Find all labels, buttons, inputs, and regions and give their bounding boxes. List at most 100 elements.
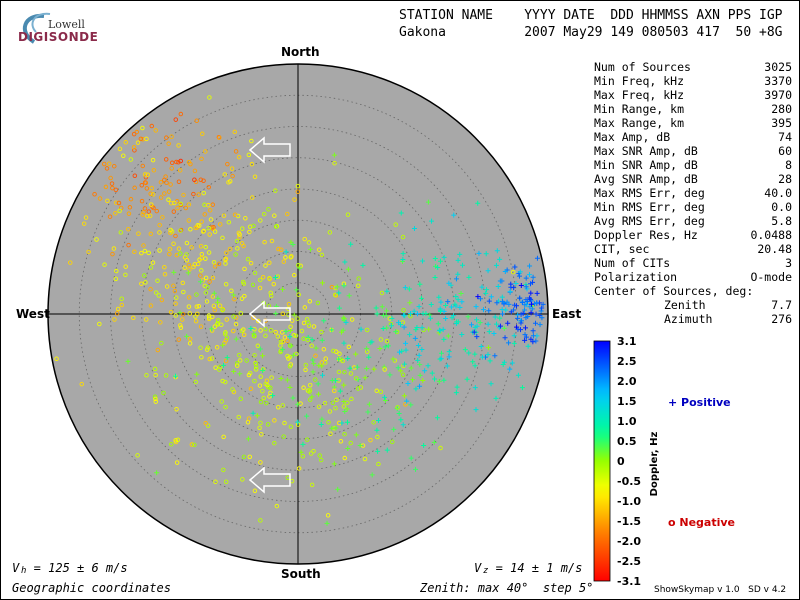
doppler-negative-marker (307, 299, 313, 304)
doppler-positive-marker (486, 329, 492, 335)
doppler-positive-marker (319, 416, 325, 422)
doppler-positive-marker (385, 343, 391, 349)
doppler-negative-marker (246, 372, 252, 378)
doppler-positive-marker (520, 299, 526, 305)
doppler-negative-marker (300, 454, 306, 459)
doppler-negative-marker (164, 284, 170, 289)
stat-value: 0.0488 (750, 228, 792, 242)
doppler-positive-marker (491, 331, 497, 337)
doppler-negative-marker (268, 390, 273, 396)
doppler-positive-marker (334, 284, 340, 290)
doppler-negative-marker (375, 434, 380, 440)
doppler-negative-marker (288, 424, 294, 429)
doppler-negative-marker (291, 272, 297, 278)
colorbar-tick-label: 0.5 (617, 435, 637, 448)
doppler-positive-marker (472, 363, 478, 369)
doppler-negative-marker (203, 420, 208, 426)
doppler-negative-marker (285, 353, 290, 359)
doppler-positive-marker (512, 302, 518, 308)
doppler-negative-marker (117, 146, 123, 152)
doppler-negative-marker (261, 211, 267, 217)
doppler-negative-marker (311, 324, 317, 329)
doppler-positive-marker (402, 313, 408, 319)
doppler-negative-marker (208, 217, 214, 222)
doppler-negative-marker (326, 419, 331, 425)
doppler-negative-marker (230, 387, 235, 392)
doppler-negative-marker (149, 185, 154, 191)
doppler-negative-marker (86, 249, 91, 255)
doppler-positive-marker (341, 340, 347, 346)
doppler-negative-marker (258, 328, 263, 333)
doppler-negative-marker (275, 274, 281, 279)
doppler-negative-marker (322, 400, 328, 406)
doppler-positive-marker (429, 370, 435, 376)
doppler-positive-marker (401, 312, 407, 318)
doppler-negative-marker (252, 174, 258, 179)
doppler-negative-marker (112, 317, 117, 322)
doppler-positive-marker (493, 262, 499, 268)
stat-label: Num of Sources (594, 60, 691, 74)
doppler-negative-marker (184, 240, 190, 246)
doppler-positive-marker (173, 373, 179, 379)
doppler-positive-marker (407, 311, 413, 317)
doppler-positive-marker (494, 300, 500, 306)
doppler-positive-marker (414, 311, 420, 317)
doppler-negative-marker (157, 248, 162, 253)
doppler-negative-marker (193, 225, 198, 231)
doppler-negative-marker (227, 179, 233, 184)
doppler-negative-marker (132, 148, 137, 153)
doppler-negative-marker (142, 172, 148, 177)
doppler-positive-marker (408, 365, 414, 371)
doppler-negative-marker (150, 204, 155, 210)
doppler-negative-marker (253, 364, 259, 370)
doppler-positive-marker (425, 363, 431, 369)
doppler-negative-marker (286, 356, 291, 361)
doppler-negative-marker (173, 233, 178, 239)
doppler-negative-marker (210, 226, 216, 232)
doppler-negative-marker (158, 179, 164, 185)
doppler-negative-marker (223, 479, 229, 484)
doppler-negative-marker (345, 400, 350, 406)
doppler-positive-marker (280, 346, 286, 352)
doppler-positive-marker (316, 391, 322, 397)
doppler-negative-marker (148, 191, 153, 197)
doppler-positive-marker (310, 369, 316, 375)
stat-row: Min Range, km 280 (594, 102, 792, 116)
doppler-negative-marker (340, 358, 345, 364)
doppler-positive-marker (465, 314, 471, 320)
doppler-positive-marker (331, 152, 337, 158)
doppler-negative-marker (109, 181, 115, 186)
doppler-negative-marker (223, 281, 229, 287)
doppler-negative-marker (223, 338, 229, 343)
doppler-positive-marker (387, 372, 393, 378)
stat-value: 40.0 (764, 186, 792, 200)
doppler-negative-marker (144, 373, 149, 378)
doppler-positive-marker (443, 303, 449, 309)
doppler-positive-marker (488, 294, 494, 300)
header-labels: STATION NAME YYYY DATE DDD HHMMSS AXN PP… (399, 8, 783, 23)
header-values: Gakona 2007 May29 149 080503 417 50 +8G (399, 25, 783, 40)
doppler-negative-marker (186, 262, 192, 268)
doppler-negative-marker (178, 201, 183, 207)
doppler-negative-marker (256, 318, 261, 324)
doppler-negative-marker (176, 337, 182, 342)
doppler-positive-marker (503, 307, 509, 313)
doppler-negative-marker (239, 226, 245, 231)
doppler-negative-marker (126, 211, 132, 216)
doppler-negative-marker (79, 381, 84, 387)
doppler-negative-marker (337, 351, 342, 357)
doppler-positive-marker (533, 338, 539, 344)
doppler-negative-marker (140, 212, 145, 217)
doppler-positive-marker (407, 332, 413, 338)
doppler-negative-marker (144, 136, 149, 142)
doppler-negative-marker (237, 358, 243, 363)
doppler-negative-marker (258, 420, 263, 426)
doppler-negative-marker (316, 404, 322, 410)
doppler-negative-marker (176, 143, 181, 148)
doppler-negative-marker (267, 260, 272, 265)
doppler-positive-marker (455, 297, 461, 303)
doppler-positive-marker (436, 378, 442, 384)
doppler-negative-marker (241, 454, 247, 460)
doppler-positive-marker (429, 218, 435, 224)
doppler-positive-marker (528, 310, 534, 316)
